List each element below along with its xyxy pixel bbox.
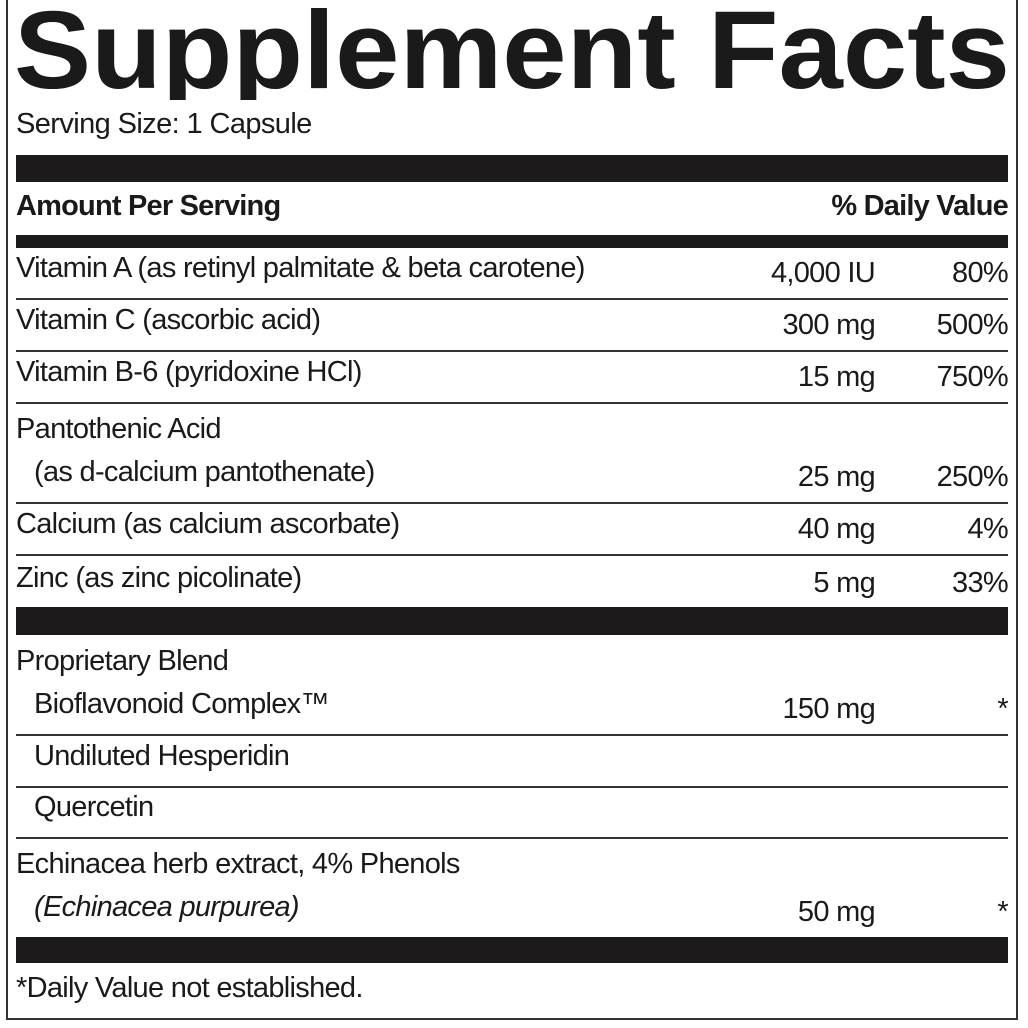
nutrient-row: Pantothenic Acid (as d-calcium pantothena… [16,404,1009,504]
nutrient-row: Calcium (as calcium ascorbate) 40 mg 4% [16,504,1009,556]
column-header: Amount Per Serving % Daily Value [16,190,1009,223]
medium-divider [16,235,1008,248]
panel-title: Supplement Facts [14,0,1010,100]
thick-divider [16,155,1008,182]
daily-value-label: % Daily Value [831,190,1008,222]
supplement-facts-panel [6,0,1018,1020]
nutrient-row: Vitamin A (as retinyl palmitate & beta c… [16,248,1009,300]
nutrient-row: Zinc (as zinc picolinate) 5 mg 33% [16,562,1009,599]
thick-divider [16,937,1008,963]
serving-size: Serving Size: 1 Capsule [16,108,312,140]
blend-row: Proprietary Blend Bioflavonoid Complex™ 1… [16,635,1009,736]
svg-text:Supplement Facts: Supplement Facts [14,0,1010,100]
nutrient-row: Vitamin C (ascorbic acid) 300 mg 500% [16,300,1009,352]
ingredient-row: Echinacea herb extract, 4% Phenols (Echin… [16,848,1009,928]
nutrient-row: Vitamin B-6 (pyridoxine HCl) 15 mg 750% [16,352,1009,404]
amount-per-serving-label: Amount Per Serving [16,190,281,222]
blend-item-row: Quercetin [16,788,1008,839]
blend-item-row: Undiluted Hesperidin [16,736,1008,788]
thick-divider [16,607,1008,635]
footnote: *Daily Value not established. [16,972,363,1004]
